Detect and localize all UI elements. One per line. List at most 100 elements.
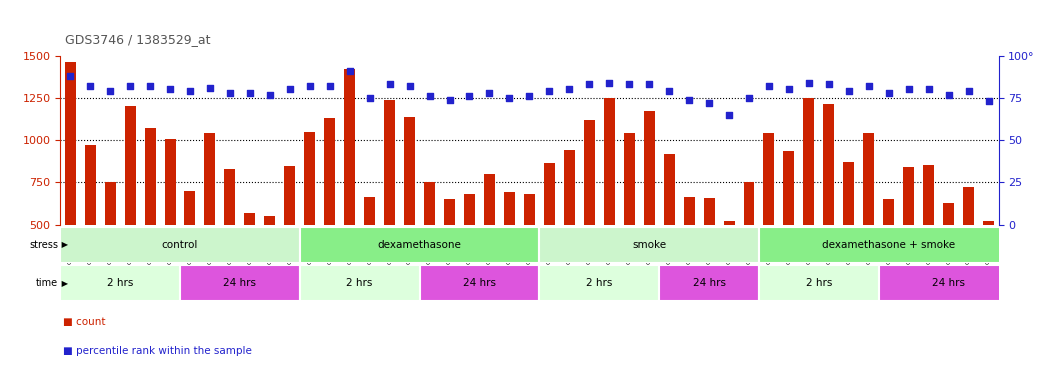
Bar: [644, 111, 655, 225]
Bar: [503, 192, 515, 225]
Text: 24 hrs: 24 hrs: [692, 278, 726, 288]
Bar: [364, 197, 375, 225]
Text: GDS3746 / 1383529_at: GDS3746 / 1383529_at: [65, 33, 211, 46]
Point: [262, 91, 278, 98]
Bar: [903, 167, 914, 225]
Text: 24 hrs: 24 hrs: [223, 278, 256, 288]
Point: [162, 86, 179, 93]
Bar: [384, 101, 395, 225]
Bar: [524, 194, 535, 225]
Bar: [544, 163, 555, 225]
Text: 24 hrs: 24 hrs: [463, 278, 496, 288]
Bar: [704, 199, 714, 225]
Point: [221, 90, 238, 96]
Point: [781, 86, 797, 93]
Point: [921, 86, 937, 93]
Point: [421, 93, 438, 99]
Bar: [564, 150, 575, 225]
Text: dexamethasone: dexamethasone: [378, 240, 462, 250]
Bar: [659, 265, 759, 301]
Bar: [324, 118, 335, 225]
Bar: [743, 182, 755, 225]
Bar: [265, 216, 275, 225]
Bar: [224, 169, 236, 225]
Bar: [684, 197, 694, 225]
Point: [800, 79, 817, 86]
Text: time: time: [36, 278, 58, 288]
Text: 2 hrs: 2 hrs: [805, 278, 832, 288]
Point: [142, 83, 159, 89]
Bar: [540, 265, 659, 301]
Bar: [345, 69, 355, 225]
Bar: [300, 265, 419, 301]
Point: [861, 83, 877, 89]
Point: [182, 88, 198, 94]
Bar: [425, 182, 435, 225]
Text: smoke: smoke: [632, 240, 666, 250]
Text: 2 hrs: 2 hrs: [107, 278, 133, 288]
Point: [701, 100, 717, 106]
Point: [441, 96, 458, 103]
Bar: [404, 118, 415, 225]
Bar: [963, 187, 974, 225]
Text: 24 hrs: 24 hrs: [932, 278, 965, 288]
Bar: [923, 165, 934, 225]
Bar: [803, 98, 815, 225]
Text: stress: stress: [29, 240, 58, 250]
Point: [661, 88, 678, 94]
Bar: [419, 265, 540, 301]
Point: [621, 81, 637, 88]
Text: ▶: ▶: [59, 240, 69, 249]
Bar: [583, 120, 595, 225]
Text: 2 hrs: 2 hrs: [586, 278, 612, 288]
Point: [541, 88, 557, 94]
Point: [841, 88, 857, 94]
Bar: [540, 227, 759, 263]
Point: [521, 93, 538, 99]
Point: [102, 88, 118, 94]
Point: [121, 83, 138, 89]
Text: ▶: ▶: [59, 279, 69, 288]
Bar: [105, 182, 115, 225]
Point: [821, 81, 838, 88]
Text: dexamethasone + smoke: dexamethasone + smoke: [822, 240, 955, 250]
Point: [880, 90, 897, 96]
Bar: [879, 265, 1018, 301]
Point: [62, 73, 79, 79]
Bar: [204, 133, 216, 225]
Bar: [723, 221, 735, 225]
Point: [601, 79, 618, 86]
Point: [361, 95, 378, 101]
Bar: [180, 265, 300, 301]
Point: [381, 81, 398, 88]
Point: [482, 90, 498, 96]
Bar: [64, 63, 76, 225]
Point: [940, 91, 957, 98]
Text: ■ count: ■ count: [63, 317, 106, 327]
Point: [681, 96, 698, 103]
Text: 2 hrs: 2 hrs: [347, 278, 373, 288]
Bar: [185, 191, 195, 225]
Bar: [60, 265, 180, 301]
Point: [281, 86, 298, 93]
Bar: [464, 194, 475, 225]
Point: [322, 83, 338, 89]
Bar: [85, 145, 95, 225]
Point: [342, 68, 358, 74]
Bar: [300, 227, 540, 263]
Point: [402, 83, 418, 89]
Bar: [60, 227, 300, 263]
Bar: [764, 133, 774, 225]
Point: [461, 93, 477, 99]
Point: [720, 112, 737, 118]
Bar: [164, 139, 175, 225]
Bar: [604, 98, 614, 225]
Point: [301, 83, 318, 89]
Bar: [484, 174, 495, 225]
Bar: [125, 106, 136, 225]
Bar: [784, 151, 794, 225]
Bar: [624, 133, 634, 225]
Bar: [944, 203, 954, 225]
Point: [82, 83, 99, 89]
Text: control: control: [162, 240, 198, 250]
